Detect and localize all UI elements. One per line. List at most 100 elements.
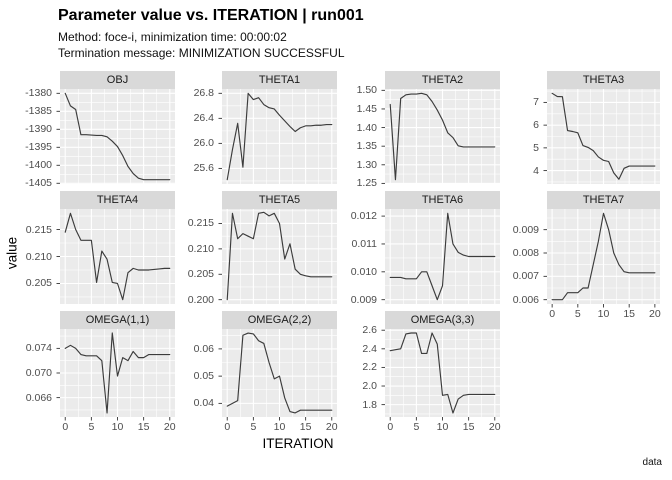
y-tick-label: 0.074 <box>25 342 52 355</box>
facet-strip: OMEGA(2,2) <box>222 311 337 329</box>
x-tick-label: 20 <box>163 421 176 433</box>
y-tick-label: 2.6 <box>362 324 377 337</box>
facet-panel <box>218 209 337 304</box>
y-tick-label: -1390 <box>25 123 52 136</box>
series-line <box>226 332 333 414</box>
x-tick-label: 5 <box>413 421 420 433</box>
y-tick-label: 7 <box>533 96 539 109</box>
y-axis-labels: 1.25 1.30 1.35 1.40 1.45 1.50 <box>333 85 377 189</box>
facet-strip: THETA2 <box>385 71 500 89</box>
facet-strip: THETA5 <box>222 191 337 209</box>
y-tick-label: 1.50 <box>356 84 377 97</box>
y-tick-label: 0.006 <box>512 293 539 306</box>
x-axis-title: ITERATION <box>262 436 334 451</box>
y-tick-label: 0.066 <box>25 391 52 404</box>
y-tick-label: 0.200 <box>187 293 214 306</box>
subtitle-method: Method: foce-i, minimization time: 00:00… <box>58 30 287 44</box>
y-tick-label: 25.6 <box>193 162 214 175</box>
x-tick-label: 5 <box>250 421 257 433</box>
x-axis-labels: 0 5 10 15 20 <box>542 309 665 321</box>
series-line <box>64 92 171 181</box>
x-tick-label: 20 <box>325 421 338 433</box>
x-axis-labels: 0 5 10 15 20 <box>217 422 342 434</box>
facet-strip: THETA6 <box>385 191 500 209</box>
y-axis-title: value <box>4 236 20 270</box>
facet-panel <box>543 89 660 184</box>
facet-strip-label: THETA6 <box>421 194 464 206</box>
y-tick-label: 0.05 <box>193 370 214 383</box>
x-tick-label: 0 <box>549 308 556 320</box>
facet-strip-label: OMEGA(3,3) <box>410 314 475 326</box>
x-tick-label: 0 <box>224 421 231 433</box>
y-tick-label: 1.45 <box>356 102 377 115</box>
y-tick-label: 0.205 <box>25 277 52 290</box>
series-line <box>389 212 496 301</box>
y-axis-labels: -1405 -1400 -1395 -1390 -1385 -1380 <box>8 87 52 188</box>
facet-strip: THETA1 <box>222 71 337 89</box>
facet-panel <box>381 209 500 304</box>
y-tick-label: 0.010 <box>350 265 377 278</box>
facet-strip: THETA7 <box>547 191 660 209</box>
chart-title: Parameter value vs. ITERATION | run001 <box>58 7 364 24</box>
facet-panel <box>381 329 500 421</box>
y-tick-label: 0.215 <box>187 217 214 230</box>
y-tick-label: 1.35 <box>356 140 377 153</box>
y-tick-label: 0.04 <box>193 397 214 410</box>
y-tick-label: 6 <box>533 119 539 132</box>
series-line <box>64 212 171 301</box>
y-tick-label: 0.011 <box>351 237 378 250</box>
x-tick-label: 10 <box>436 421 449 433</box>
series-line <box>226 211 333 301</box>
facet-strip-label: OMEGA(2,2) <box>247 314 312 326</box>
y-tick-label: 0.06 <box>193 342 214 355</box>
x-axis-labels: 0 5 10 15 20 <box>55 422 180 434</box>
y-tick-label: 2.0 <box>362 380 377 393</box>
y-axis-labels: 0.006 0.007 0.008 0.009 <box>495 209 539 306</box>
y-axis-labels: 25.6 26.0 26.4 26.8 <box>170 87 214 184</box>
x-tick-label: 10 <box>273 421 286 433</box>
facet-panel <box>56 209 175 304</box>
y-tick-label: 0.008 <box>512 246 539 259</box>
facet-strip-label: THETA5 <box>258 194 301 206</box>
facet-panel <box>218 329 337 421</box>
x-tick-label: 0 <box>62 421 69 433</box>
y-tick-label: 1.8 <box>362 398 377 411</box>
facet-panel <box>218 89 337 184</box>
facet-strip: THETA4 <box>60 191 175 209</box>
y-tick-label: 0.210 <box>25 250 52 263</box>
y-tick-label: 4 <box>533 164 539 177</box>
y-tick-label: -1400 <box>25 159 52 172</box>
x-tick-label: 5 <box>88 421 95 433</box>
y-axis-labels: 0.200 0.205 0.210 0.215 <box>170 209 214 306</box>
facet-strip-label: THETA7 <box>582 194 625 206</box>
series-line <box>389 332 496 414</box>
y-tick-label: 26.8 <box>193 87 214 100</box>
chart-subtitle: Method: foce-i, minimization time: 00:00… <box>58 29 345 61</box>
x-tick-label: 15 <box>462 421 475 433</box>
y-axis-labels: 4 5 6 7 <box>495 89 539 184</box>
y-tick-label: -1395 <box>25 141 52 154</box>
y-axis-labels: 0.009 0.010 0.011 0.012 <box>333 209 378 305</box>
y-tick-label: -1380 <box>25 87 52 100</box>
x-tick-label: 10 <box>111 421 124 433</box>
y-tick-label: 26.4 <box>193 112 214 125</box>
y-tick-label: 0.215 <box>25 223 52 236</box>
y-tick-label: 0.205 <box>187 268 214 281</box>
facet-panel <box>56 329 175 421</box>
x-tick-label: 20 <box>649 308 661 320</box>
facet-panel <box>543 209 660 308</box>
facet-strip: OBJ <box>60 71 175 89</box>
x-tick-label: 0 <box>387 421 394 433</box>
y-tick-label: 1.30 <box>356 158 377 171</box>
series-line <box>64 332 171 414</box>
x-tick-label: 10 <box>597 308 610 320</box>
facet-panel <box>381 89 500 184</box>
y-tick-label: 1.25 <box>356 177 377 190</box>
series-line <box>389 92 496 181</box>
y-tick-label: -1405 <box>25 177 52 190</box>
facet-strip-label: OMEGA(1,1) <box>85 314 150 326</box>
y-tick-label: 2.4 <box>362 342 377 355</box>
y-tick-label: 2.2 <box>362 361 377 374</box>
y-axis-labels: 0.205 0.210 0.215 <box>8 209 52 304</box>
